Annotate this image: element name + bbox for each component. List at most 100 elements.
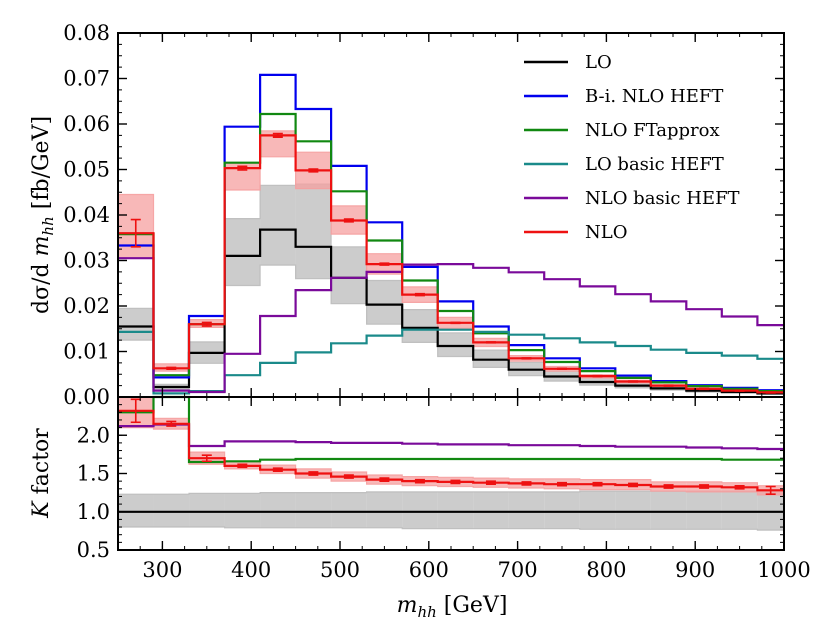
main-error-bar — [734, 389, 745, 392]
ratio-series-nlo — [118, 409, 784, 492]
main-band-lo-bin — [295, 184, 332, 279]
legend-label: NLO — [585, 222, 627, 243]
x-tick-label: 700 — [498, 558, 538, 582]
legend-entry-nlo-ftapprox: NLO FTapprox — [524, 120, 720, 141]
ratio-series-lines — [118, 395, 784, 513]
main-error-bar — [308, 168, 319, 173]
ratio-uncertainty-bands — [118, 396, 784, 531]
ratio-band-lo-bin — [650, 491, 687, 530]
legend-label: NLO basic HEFT — [585, 188, 740, 209]
main-band-lo-bin — [260, 185, 296, 266]
main-series-nlo-ftapprox — [118, 112, 784, 393]
ratio-band-lo — [118, 490, 784, 531]
ratio-band-lo-bin — [118, 494, 154, 528]
main-error-bar — [272, 132, 283, 138]
main-panel: 0.00 0.01 0.02 0.03 0.04 0.05 0.06 0.07 0.08 LO B… — [63, 21, 785, 409]
ratio-band-lo-bin — [260, 492, 296, 528]
x-axis-label: mhh [GeV] — [397, 593, 508, 621]
ratio-band-lo-bin — [224, 493, 261, 528]
ratio-error-bar — [521, 481, 532, 486]
ratio-band-lo-bin — [331, 492, 367, 528]
ratio-error-bar — [557, 481, 567, 487]
legend: LO B-i. NLO HEFT NLO FTapprox LO basic HEFT… — [524, 52, 740, 243]
main-error-bar — [201, 321, 212, 327]
ratio-y-tick-label: 1.0 — [77, 500, 110, 524]
legend-label: NLO FTapprox — [585, 120, 720, 141]
ratio-error-bar — [699, 484, 710, 489]
main-series-lo — [118, 228, 784, 395]
x-tick-label: 400 — [231, 558, 271, 582]
main-error-bar — [663, 384, 674, 387]
ratio-band-lo-bin — [508, 491, 545, 529]
legend-entry-nlo: NLO — [524, 222, 627, 243]
ratio-error-bar — [450, 479, 461, 485]
main-y-tick-label: 0.02 — [63, 294, 110, 318]
main-error-bar — [699, 387, 710, 391]
legend-label: LO basic HEFT — [585, 154, 724, 175]
ratio-band-lo-bin — [402, 491, 438, 529]
ratio-band-lo-bin — [686, 491, 722, 530]
ratio-band-lo-bin — [437, 491, 474, 529]
x-tick-label: 600 — [409, 558, 449, 582]
main-y-axis-label: dσ/d mhh [fb/GeV] — [29, 116, 57, 314]
ratio-y-tick-label: 1.5 — [77, 462, 110, 486]
ratio-band-lo-bin — [189, 493, 225, 528]
ratio-band-lo-bin — [757, 491, 784, 531]
main-band-lo-bin — [437, 332, 474, 357]
ratio-band-lo-bin — [295, 492, 332, 528]
ratio-error-bar — [130, 398, 141, 424]
main-band-lo-bin — [402, 309, 438, 343]
ratio-error-bars — [130, 398, 776, 495]
ratio-error-bar — [308, 471, 319, 476]
legend-entry-b-i-nlo-heft: B-i. NLO HEFT — [524, 86, 723, 107]
ratio-band-lo-bin — [153, 494, 190, 528]
main-y-tick-label: 0.08 — [63, 21, 110, 45]
main-y-tick-label: 0.03 — [63, 249, 110, 273]
main-band-lo-bin — [224, 218, 261, 286]
legend-label: B-i. NLO HEFT — [585, 86, 723, 107]
legend-entry-lo-basic-heft: LO basic HEFT — [524, 154, 724, 175]
x-axis-ticks: 300 400 500 600 700 800 900 1000 — [117, 33, 811, 582]
x-tick-label: 900 — [675, 558, 715, 582]
main-y-tick-label: 0.01 — [63, 340, 110, 364]
main-series-nlo-basic-heft — [118, 257, 784, 394]
ratio-error-bar — [663, 484, 674, 489]
main-error-bar — [166, 366, 177, 371]
main-y-tick-label: 0.06 — [63, 112, 110, 136]
main-error-bar — [343, 218, 354, 223]
ratio-error-bar — [379, 477, 390, 482]
ratio-error-bar — [237, 463, 248, 469]
main-error-bar — [450, 321, 461, 325]
main-y-tick-label: 0.05 — [63, 158, 110, 182]
x-tick-label: 300 — [142, 558, 182, 582]
main-error-bar — [557, 367, 567, 371]
ratio-y-tick-label: 0.5 — [77, 538, 110, 562]
main-band-lo — [118, 183, 784, 395]
ratio-panel: 0.5 1.0 1.5 2.0 — [77, 395, 785, 562]
main-error-bar — [592, 374, 603, 378]
main-error-bar — [414, 292, 425, 297]
main-band-lo-bin — [118, 308, 154, 341]
ratio-band-lo-lower-edge — [118, 526, 784, 531]
ratio-band-lo-bin — [366, 491, 403, 528]
x-tick-label: 800 — [586, 558, 626, 582]
main-y-tick-label: 0.07 — [63, 67, 110, 91]
ratio-error-bar — [592, 481, 603, 487]
legend-entry-lo: LO — [524, 52, 612, 73]
main-band-lo-bin — [366, 280, 403, 325]
main-error-bar — [130, 218, 141, 248]
ratio-band-lo-bin — [473, 491, 509, 529]
ratio-error-bar — [628, 482, 639, 488]
main-error-bar — [765, 391, 776, 394]
x-tick-label: 500 — [320, 558, 360, 582]
ratio-band-lo-bin — [579, 491, 616, 530]
main-series-lines — [118, 73, 784, 395]
main-error-bar — [628, 380, 639, 383]
ratio-y-tick-label: 2.0 — [77, 423, 110, 447]
main-error-bar — [485, 341, 496, 344]
ratio-error-bar — [166, 420, 177, 427]
main-series-b-i-nlo-heft — [118, 73, 784, 392]
main-error-bar — [237, 165, 248, 171]
ratio-error-bar — [485, 480, 496, 486]
